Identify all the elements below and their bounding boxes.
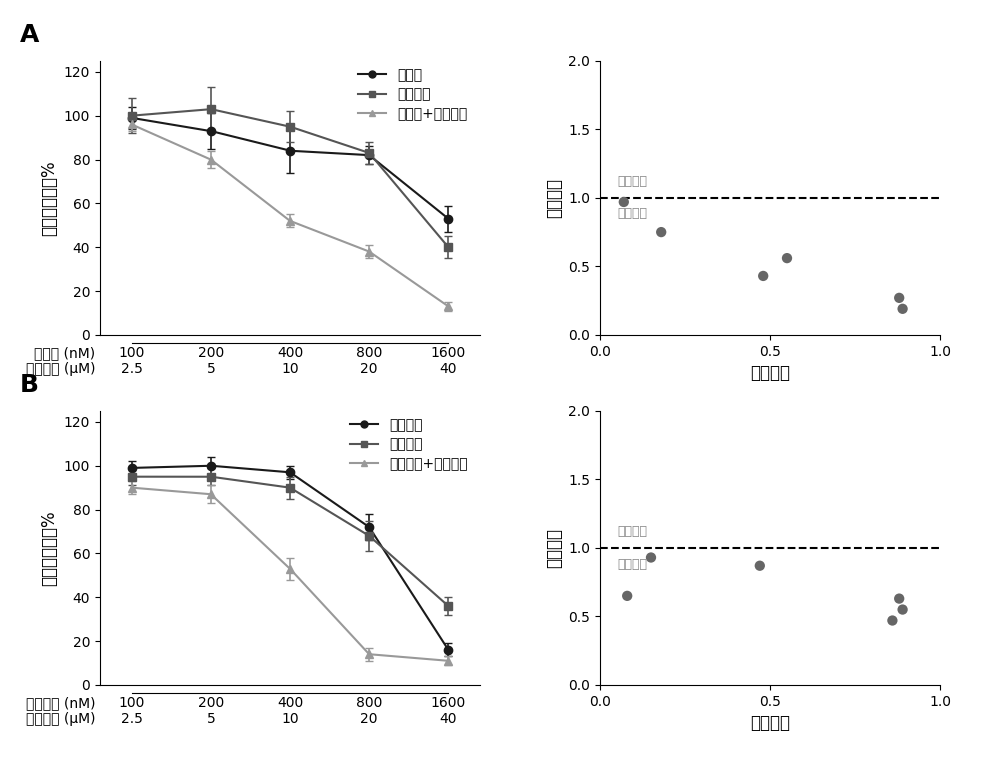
Text: 协同作用: 协同作用 <box>617 208 647 221</box>
Y-axis label: 细胞增殖活力%: 细胞增殖活力% <box>40 510 58 586</box>
Text: 阿霍素 (nM): 阿霍素 (nM) <box>34 345 95 360</box>
Text: 柔红霍素 (nM): 柔红霍素 (nM) <box>26 696 95 710</box>
Text: 400: 400 <box>277 696 303 710</box>
Text: 100: 100 <box>118 696 145 710</box>
Text: 40: 40 <box>440 361 457 376</box>
Text: 阿瑞匹坦 (μM): 阿瑞匹坦 (μM) <box>26 361 95 376</box>
Text: 1600: 1600 <box>431 696 466 710</box>
X-axis label: 抑制效应: 抑制效应 <box>750 364 790 382</box>
Point <box>653 226 669 238</box>
Text: 阿瑞匹坦 (μM): 阿瑞匹坦 (μM) <box>26 712 95 726</box>
Point <box>895 303 911 315</box>
Text: 拮抗作用: 拮抗作用 <box>617 525 647 538</box>
Text: 2.5: 2.5 <box>121 361 143 376</box>
Text: 800: 800 <box>356 696 382 710</box>
Text: 协同作用: 协同作用 <box>617 558 647 571</box>
Text: 100: 100 <box>118 345 145 360</box>
Point <box>779 252 795 264</box>
Point <box>891 593 907 605</box>
Legend: 阿霍素, 阿瑞匹坦, 阿霍素+阿瑞匹坦: 阿霍素, 阿瑞匹坦, 阿霍素+阿瑞匹坦 <box>353 62 473 126</box>
Y-axis label: 细胞增殖活力%: 细胞增殖活力% <box>40 160 58 236</box>
Point <box>755 270 771 282</box>
Text: 800: 800 <box>356 345 382 360</box>
Legend: 柔红霍素, 阿瑞匹坦, 柔红霍素+阿瑞匹坦: 柔红霍素, 阿瑞匹坦, 柔红霍素+阿瑞匹坦 <box>344 412 473 476</box>
Text: 20: 20 <box>360 361 378 376</box>
Text: 20: 20 <box>360 712 378 726</box>
Text: 5: 5 <box>206 361 215 376</box>
Point <box>619 590 635 602</box>
Text: 2.5: 2.5 <box>121 712 143 726</box>
Text: 10: 10 <box>281 712 299 726</box>
Text: 拮抗作用: 拮抗作用 <box>617 175 647 188</box>
Text: B: B <box>20 373 39 397</box>
Text: 200: 200 <box>198 696 224 710</box>
Text: 5: 5 <box>206 712 215 726</box>
Point <box>643 552 659 564</box>
Point <box>616 196 632 208</box>
Text: A: A <box>20 23 39 47</box>
Text: 40: 40 <box>440 712 457 726</box>
Y-axis label: 联合指数: 联合指数 <box>545 528 563 568</box>
Point <box>884 614 900 626</box>
Text: 10: 10 <box>281 361 299 376</box>
Point <box>752 559 768 572</box>
Point <box>891 291 907 304</box>
Text: 400: 400 <box>277 345 303 360</box>
Point <box>895 603 911 616</box>
Text: 200: 200 <box>198 345 224 360</box>
Text: 1600: 1600 <box>431 345 466 360</box>
Y-axis label: 联合指数: 联合指数 <box>545 178 563 218</box>
X-axis label: 抑制效应: 抑制效应 <box>750 714 790 732</box>
